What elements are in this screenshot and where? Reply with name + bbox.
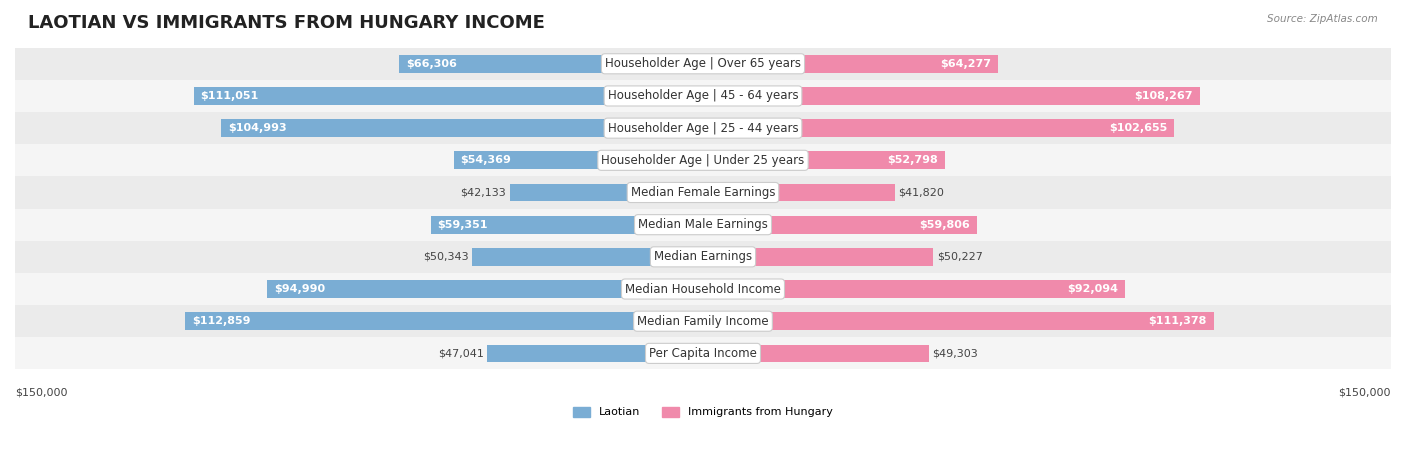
Bar <box>703 87 1199 105</box>
Text: $108,267: $108,267 <box>1135 91 1192 101</box>
Text: Median Family Income: Median Family Income <box>637 315 769 328</box>
Bar <box>703 312 1213 330</box>
Bar <box>194 87 703 105</box>
Bar <box>186 312 703 330</box>
Text: $50,227: $50,227 <box>936 252 983 262</box>
Bar <box>510 184 703 201</box>
Bar <box>15 48 1391 80</box>
Text: Median Household Income: Median Household Income <box>626 283 780 296</box>
Text: $47,041: $47,041 <box>437 348 484 358</box>
Bar <box>15 177 1391 209</box>
Bar <box>703 216 977 234</box>
Text: $41,820: $41,820 <box>898 187 945 198</box>
Text: $94,990: $94,990 <box>274 284 325 294</box>
Bar <box>267 280 703 298</box>
Bar <box>703 184 894 201</box>
Text: $111,378: $111,378 <box>1149 316 1206 326</box>
Text: Median Male Earnings: Median Male Earnings <box>638 218 768 231</box>
Bar <box>399 55 703 73</box>
Text: $64,277: $64,277 <box>941 59 991 69</box>
Text: $50,343: $50,343 <box>423 252 468 262</box>
Bar <box>430 216 703 234</box>
Bar <box>703 280 1125 298</box>
Legend: Laotian, Immigrants from Hungary: Laotian, Immigrants from Hungary <box>569 402 837 422</box>
Bar <box>703 151 945 169</box>
Bar <box>703 119 1174 137</box>
Text: Householder Age | 25 - 44 years: Householder Age | 25 - 44 years <box>607 121 799 134</box>
Text: Median Earnings: Median Earnings <box>654 250 752 263</box>
Bar <box>15 241 1391 273</box>
Text: $92,094: $92,094 <box>1067 284 1119 294</box>
Text: $52,798: $52,798 <box>887 156 938 165</box>
Text: $59,351: $59,351 <box>437 219 488 230</box>
Text: $49,303: $49,303 <box>932 348 979 358</box>
Text: $150,000: $150,000 <box>15 387 67 397</box>
Text: $54,369: $54,369 <box>461 156 512 165</box>
Bar <box>454 151 703 169</box>
Text: $102,655: $102,655 <box>1109 123 1167 133</box>
Text: $104,993: $104,993 <box>228 123 287 133</box>
Bar <box>488 345 703 362</box>
Text: Median Female Earnings: Median Female Earnings <box>631 186 775 199</box>
Bar <box>15 144 1391 177</box>
Bar <box>472 248 703 266</box>
Bar <box>703 55 998 73</box>
Text: Householder Age | Under 25 years: Householder Age | Under 25 years <box>602 154 804 167</box>
Text: Source: ZipAtlas.com: Source: ZipAtlas.com <box>1267 14 1378 24</box>
Text: Per Capita Income: Per Capita Income <box>650 347 756 360</box>
Text: $111,051: $111,051 <box>201 91 259 101</box>
Bar <box>221 119 703 137</box>
Text: $42,133: $42,133 <box>461 187 506 198</box>
Bar <box>703 248 934 266</box>
Bar <box>15 305 1391 337</box>
Text: $112,859: $112,859 <box>193 316 250 326</box>
Bar <box>15 112 1391 144</box>
Bar <box>703 345 929 362</box>
Text: $66,306: $66,306 <box>406 59 457 69</box>
Bar <box>15 209 1391 241</box>
Text: $150,000: $150,000 <box>1339 387 1391 397</box>
Bar <box>15 80 1391 112</box>
Text: Householder Age | Over 65 years: Householder Age | Over 65 years <box>605 57 801 70</box>
Bar <box>15 337 1391 369</box>
Text: $59,806: $59,806 <box>920 219 970 230</box>
Text: Householder Age | 45 - 64 years: Householder Age | 45 - 64 years <box>607 90 799 102</box>
Text: LAOTIAN VS IMMIGRANTS FROM HUNGARY INCOME: LAOTIAN VS IMMIGRANTS FROM HUNGARY INCOM… <box>28 14 546 32</box>
Bar <box>15 273 1391 305</box>
